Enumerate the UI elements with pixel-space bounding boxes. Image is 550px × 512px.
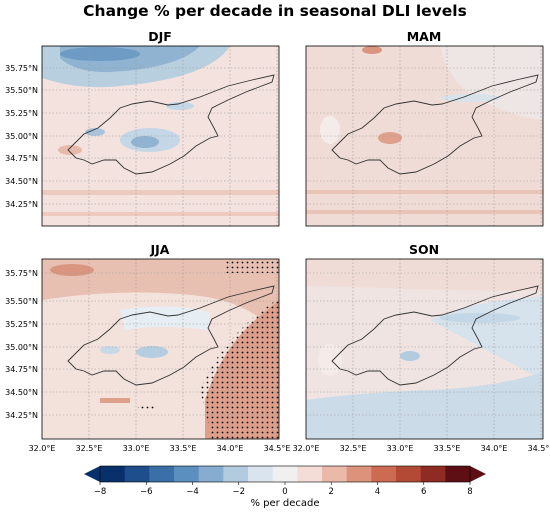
- lon-tick-label: 34.5°E: [528, 444, 550, 453]
- colorbar-min-extend: [84, 466, 100, 482]
- colorbar-cell: [420, 466, 446, 482]
- panel-title-mam: MAM: [407, 29, 442, 44]
- map-field-son: [306, 259, 543, 439]
- lon-tick-label: 33.5°E: [170, 444, 197, 453]
- frame-djf: [41, 45, 280, 227]
- colorbar-tick-label: 6: [421, 487, 426, 497]
- colorbar-ticks: −8 −6 −4 −2 0 2 4 6 8: [94, 482, 473, 497]
- colorbar-cell: [223, 466, 249, 482]
- lat-tick-label: 34.25°N: [5, 411, 38, 420]
- panel-title-djf: DJF: [148, 29, 172, 44]
- lon-tick-label: 32.5°E: [76, 444, 103, 453]
- panel-title-son: SON: [409, 242, 439, 257]
- lat-tick-label: 34.50°N: [5, 388, 38, 397]
- lat-tick-label: 35.75°N: [5, 269, 38, 278]
- colorbar-max-extend: [470, 466, 486, 482]
- lon-tick-label: 32.0°E: [293, 444, 320, 453]
- lat-tick-label: 34.25°N: [5, 200, 38, 209]
- lat-tick-labels-top: 35.75°N 35.50°N 35.25°N 35.00°N 34.75°N 34.50…: [5, 64, 38, 209]
- significance-stipple-jja-east: [200, 298, 279, 439]
- map-field-jja: [42, 259, 279, 439]
- cyprus-outline-djf: [67, 74, 275, 175]
- colorbar-tick-label: 4: [375, 487, 380, 497]
- colorbar-cell: [100, 466, 126, 482]
- colorbar-cell: [174, 466, 200, 482]
- colorbar-tick-label: 0: [282, 487, 287, 497]
- significance-stipple-jja-north: [225, 259, 279, 273]
- significance-stipple-jja-small: [138, 405, 156, 409]
- lat-tick-label: 35.75°N: [5, 64, 38, 73]
- lat-tick-label: 34.75°N: [5, 154, 38, 163]
- lon-tick-label: 33.5°E: [434, 444, 461, 453]
- lon-tick-labels-right: 32.0°E 32.5°E 33.0°E 33.5°E 34.0°E 34.5°E: [293, 444, 550, 453]
- colorbar-cell: [346, 466, 372, 482]
- cyprus-outline-mam: [331, 74, 539, 175]
- colorbar-tick-label: −8: [94, 487, 107, 497]
- colorbar: −8 −6 −4 −2 0 2 4 6 8 % per decade: [84, 465, 486, 509]
- panel-mam: MAM: [305, 29, 544, 227]
- lat-tick-label: 35.00°N: [5, 132, 38, 141]
- figure-title: Change % per decade in seasonal DLI leve…: [83, 2, 467, 20]
- colorbar-tick-label: 2: [329, 487, 334, 497]
- colorbar-cell: [149, 466, 175, 482]
- colorbar-cell: [322, 466, 348, 482]
- lon-tick-label: 32.0°E: [29, 444, 56, 453]
- colorbar-tick-label: −6: [140, 487, 153, 497]
- lat-tick-label: 34.50°N: [5, 177, 38, 186]
- colorbar-cell: [272, 466, 298, 482]
- lon-tick-label: 33.0°E: [123, 444, 150, 453]
- lat-tick-label: 34.75°N: [5, 365, 38, 374]
- lat-tick-label: 35.25°N: [5, 109, 38, 118]
- colorbar-cell: [396, 466, 422, 482]
- lon-tick-label: 34.0°E: [217, 444, 244, 453]
- panel-title-jja: JJA: [150, 242, 170, 257]
- colorbar-cell: [445, 466, 471, 482]
- lat-tick-label: 35.00°N: [5, 343, 38, 352]
- cyprus-outline-son: [331, 285, 539, 386]
- lon-tick-labels-left: 32.0°E 32.5°E 33.0°E 33.5°E 34.0°E 34.5°E: [29, 444, 291, 453]
- colorbar-cell: [198, 466, 224, 482]
- frame-son: [305, 258, 544, 440]
- lon-tick-label: 34.0°E: [481, 444, 508, 453]
- lat-tick-label: 35.25°N: [5, 320, 38, 329]
- colorbar-cell: [248, 466, 274, 482]
- lon-tick-label: 34.5°E: [264, 444, 291, 453]
- frame-jja: [41, 258, 280, 440]
- colorbar-cell: [297, 466, 323, 482]
- panel-son: SON: [305, 242, 544, 440]
- lat-tick-labels-bottom: 35.75°N 35.50°N 35.25°N 35.00°N 34.75°N 34.50…: [5, 269, 38, 420]
- cyprus-outline-jja: [67, 285, 275, 386]
- lat-tick-label: 35.50°N: [5, 86, 38, 95]
- lon-tick-label: 33.0°E: [387, 444, 414, 453]
- panel-djf: DJF: [41, 29, 280, 227]
- colorbar-tick-label: 8: [467, 487, 472, 497]
- colorbar-cell: [371, 466, 397, 482]
- colorbar-scale: [100, 466, 471, 482]
- lat-tick-label: 35.50°N: [5, 297, 38, 306]
- frame-mam: [305, 45, 544, 227]
- colorbar-label: % per decade: [250, 498, 319, 509]
- lon-tick-label: 32.5°E: [340, 444, 367, 453]
- panel-jja: JJA: [41, 242, 280, 440]
- colorbar-tick-label: −2: [232, 487, 245, 497]
- colorbar-cell: [124, 466, 150, 482]
- colorbar-tick-label: −4: [186, 487, 199, 497]
